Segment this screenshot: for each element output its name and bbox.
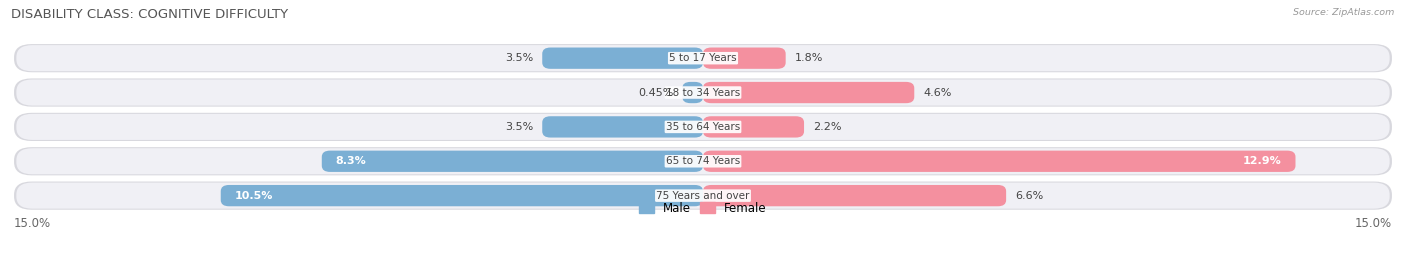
Text: DISABILITY CLASS: COGNITIVE DIFFICULTY: DISABILITY CLASS: COGNITIVE DIFFICULTY: [11, 8, 288, 21]
Text: 10.5%: 10.5%: [235, 191, 273, 201]
Text: 35 to 64 Years: 35 to 64 Years: [666, 122, 740, 132]
Text: 8.3%: 8.3%: [336, 156, 367, 166]
FancyBboxPatch shape: [703, 185, 1007, 206]
Text: 2.2%: 2.2%: [813, 122, 842, 132]
Text: 15.0%: 15.0%: [1355, 217, 1392, 230]
FancyBboxPatch shape: [322, 151, 703, 172]
FancyBboxPatch shape: [703, 116, 804, 137]
Text: Source: ZipAtlas.com: Source: ZipAtlas.com: [1294, 8, 1395, 17]
FancyBboxPatch shape: [703, 151, 1295, 172]
FancyBboxPatch shape: [703, 48, 786, 69]
FancyBboxPatch shape: [14, 113, 1392, 141]
Text: 4.6%: 4.6%: [924, 87, 952, 97]
Legend: Male, Female: Male, Female: [634, 197, 772, 219]
FancyBboxPatch shape: [221, 185, 703, 206]
FancyBboxPatch shape: [682, 82, 703, 103]
FancyBboxPatch shape: [17, 148, 1389, 174]
Text: 1.8%: 1.8%: [794, 53, 824, 63]
FancyBboxPatch shape: [17, 45, 1389, 71]
FancyBboxPatch shape: [543, 48, 703, 69]
Text: 18 to 34 Years: 18 to 34 Years: [666, 87, 740, 97]
FancyBboxPatch shape: [14, 79, 1392, 107]
FancyBboxPatch shape: [703, 82, 914, 103]
FancyBboxPatch shape: [17, 79, 1389, 106]
FancyBboxPatch shape: [543, 116, 703, 137]
Text: 6.6%: 6.6%: [1015, 191, 1043, 201]
Text: 5 to 17 Years: 5 to 17 Years: [669, 53, 737, 63]
Text: 12.9%: 12.9%: [1243, 156, 1282, 166]
FancyBboxPatch shape: [14, 44, 1392, 72]
Text: 3.5%: 3.5%: [505, 53, 533, 63]
FancyBboxPatch shape: [17, 183, 1389, 209]
Text: 3.5%: 3.5%: [505, 122, 533, 132]
Text: 15.0%: 15.0%: [14, 217, 51, 230]
Text: 65 to 74 Years: 65 to 74 Years: [666, 156, 740, 166]
FancyBboxPatch shape: [14, 181, 1392, 210]
Text: 75 Years and over: 75 Years and over: [657, 191, 749, 201]
FancyBboxPatch shape: [17, 114, 1389, 140]
FancyBboxPatch shape: [14, 147, 1392, 175]
Text: 0.45%: 0.45%: [638, 87, 673, 97]
